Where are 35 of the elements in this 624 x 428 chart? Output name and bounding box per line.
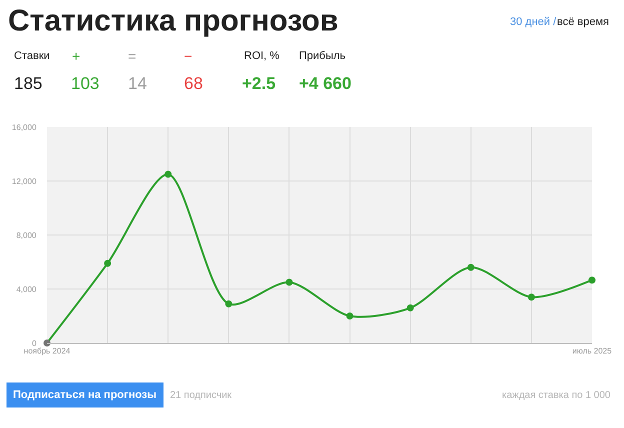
point xyxy=(346,312,354,320)
text: Подписаться на прогнозы xyxy=(13,389,157,401)
point xyxy=(164,170,172,178)
text: 21 подписчик xyxy=(170,390,232,401)
text: 30 дней / xyxy=(510,16,558,28)
text: +2.5 xyxy=(242,74,276,93)
point xyxy=(467,264,474,271)
point xyxy=(588,276,596,284)
point xyxy=(406,304,414,312)
y-tick-label: 8,000 xyxy=(16,230,37,240)
chart-title: Статистика прогнозов xyxy=(8,4,338,38)
point xyxy=(44,340,50,346)
text: + xyxy=(72,48,80,64)
point xyxy=(225,300,232,308)
point xyxy=(286,278,293,286)
point xyxy=(104,260,112,267)
y-tick-label: 0 xyxy=(32,338,37,348)
text: всё время xyxy=(557,16,610,28)
text: = xyxy=(128,48,136,64)
y-tick-label: 4,000 xyxy=(16,284,37,294)
text: Ставки xyxy=(14,50,50,62)
text: − xyxy=(184,48,192,64)
y-tick-label: 12,000 xyxy=(12,176,37,186)
text: ROI, % xyxy=(244,50,280,62)
x-tick-label: ноябрь 2024 xyxy=(24,346,71,356)
text: 185 xyxy=(14,74,42,93)
text: Прибыль xyxy=(299,50,346,62)
text: 14 xyxy=(128,74,147,93)
text: 103 xyxy=(71,74,100,93)
x-tick-label: июль 2025 xyxy=(572,346,612,356)
text: каждая ставка по 1 000 xyxy=(502,390,611,401)
text: 68 xyxy=(184,74,203,93)
text: +4 660 xyxy=(299,74,352,93)
point xyxy=(528,294,535,301)
y-tick-label: 16,000 xyxy=(12,122,37,132)
